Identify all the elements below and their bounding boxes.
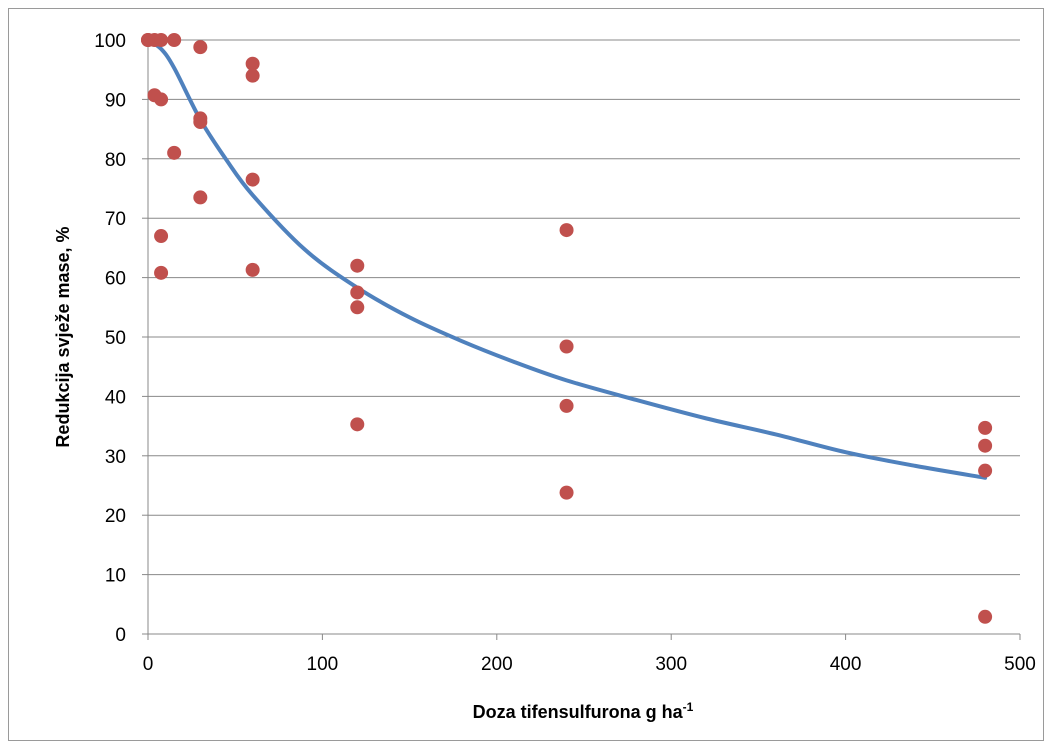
data-point [978, 609, 993, 624]
data-point [350, 258, 365, 273]
data-point [245, 262, 260, 277]
data-point [350, 285, 365, 300]
x-axis-title: Doza tifensulfurona g ha-1 [473, 700, 694, 722]
data-point [154, 92, 169, 107]
data-point [245, 56, 260, 71]
data-point [245, 68, 260, 83]
y-tick-label: 50 [105, 328, 126, 349]
data-point [559, 223, 574, 238]
y-tick-label: 60 [105, 269, 126, 290]
y-tick-label: 10 [105, 566, 126, 587]
data-point [193, 40, 208, 55]
data-point [559, 485, 574, 500]
data-points-series [141, 33, 993, 624]
gridlines [148, 39, 1020, 576]
x-tick-label: 500 [1004, 654, 1036, 675]
x-tick-label: 400 [830, 654, 862, 675]
data-point [193, 114, 208, 129]
data-point [978, 420, 993, 435]
y-tick-label: 20 [105, 506, 126, 527]
data-point [245, 172, 260, 187]
x-tick-label: 300 [655, 654, 687, 675]
axes [142, 39, 1021, 640]
y-tick-label: 70 [105, 209, 126, 230]
y-tick-label: 30 [105, 447, 126, 468]
data-point [154, 33, 169, 47]
data-point [154, 265, 169, 280]
data-point [154, 229, 169, 244]
x-tick-label: 0 [143, 654, 154, 675]
y-tick-label: 40 [105, 387, 126, 408]
x-axis-title-text: Doza tifensulfurona g ha [473, 702, 684, 722]
data-point [559, 398, 574, 413]
data-point [167, 33, 182, 47]
data-point [559, 339, 574, 354]
y-tick-label: 90 [105, 90, 126, 111]
data-point [193, 190, 208, 205]
data-point [167, 145, 182, 160]
x-tick-labels: 0 100 200 300 400 500 [143, 654, 1036, 675]
data-point [978, 438, 993, 453]
x-tick-label: 100 [307, 654, 339, 675]
y-tick-label: 0 [115, 625, 126, 646]
y-axis-title: Redukcija svježe mase, % [53, 226, 73, 447]
x-axis-title-superscript: -1 [683, 700, 694, 714]
y-tick-label: 80 [105, 150, 126, 171]
data-point [978, 463, 993, 478]
data-point [350, 300, 365, 315]
y-tick-labels: 0 10 20 30 40 50 60 70 80 90 100 [94, 31, 126, 646]
x-tick-label: 200 [481, 654, 513, 675]
chart-frame [8, 8, 1044, 741]
data-point [350, 417, 365, 432]
y-tick-label: 100 [94, 31, 126, 52]
